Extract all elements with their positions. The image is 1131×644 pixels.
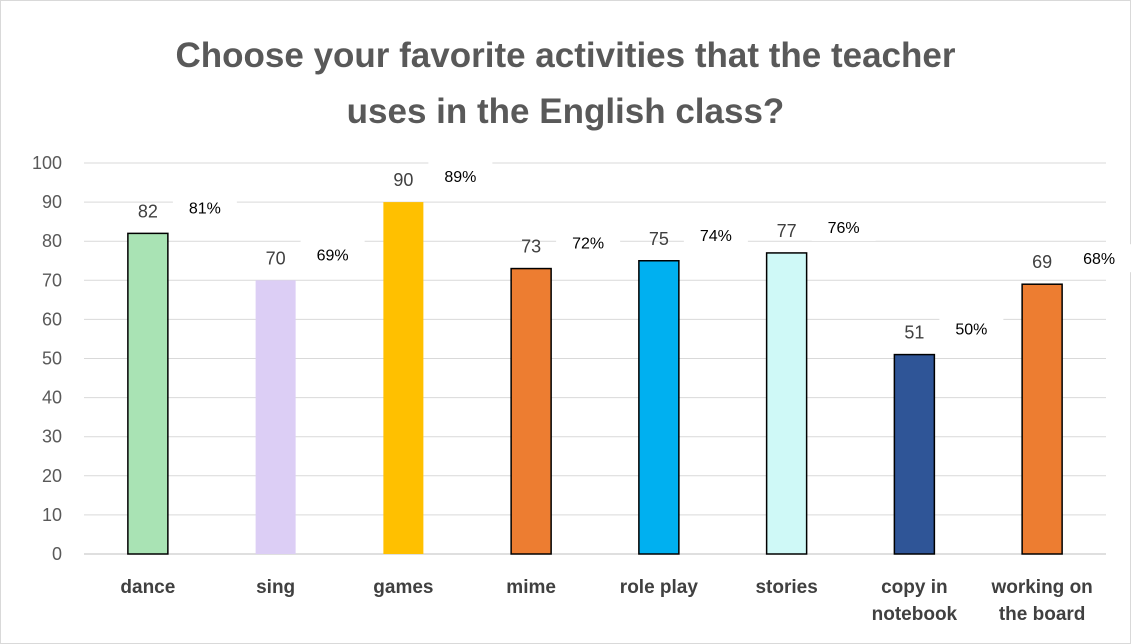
percent-label-background	[683, 220, 748, 249]
y-tick-label: 90	[42, 192, 62, 212]
category-label: dance	[120, 577, 175, 598]
chart-title: Choose your favorite activities that the…	[0, 28, 1131, 140]
value-labels: 82 70 90 73 75 77 51 69	[138, 170, 1052, 342]
percent-label-background	[1067, 244, 1131, 273]
chart-title-line-1: Choose your favorite activities that the…	[175, 36, 956, 75]
percent-label-background	[172, 193, 237, 222]
y-tick-label: 40	[42, 388, 62, 408]
percent-labels: 81% 69% 89% 72% 74% 76% 50% 68%	[172, 162, 1131, 343]
category-label: games	[373, 577, 433, 598]
value-label: 90	[393, 170, 413, 190]
category-labels: dance sing games mime role play stories copy i…	[120, 577, 1092, 625]
percent-label: 68%	[1083, 251, 1115, 268]
percent-label-background	[811, 212, 876, 241]
percent-label: 76%	[828, 220, 860, 237]
y-tick-label: 20	[42, 466, 62, 486]
value-label: 73	[521, 237, 541, 257]
y-tick-label: 70	[42, 270, 62, 290]
category-label: sing	[256, 577, 295, 598]
category-label: the board	[999, 604, 1086, 625]
value-label: 77	[777, 221, 797, 241]
bar	[255, 280, 296, 554]
bar	[127, 232, 169, 555]
percent-label: 69%	[317, 247, 349, 264]
y-tick-label: 30	[42, 427, 62, 447]
y-tick-label: 0	[52, 544, 62, 564]
percent-label-background	[428, 162, 493, 191]
category-label: mime	[506, 577, 556, 598]
percent-label-background	[939, 314, 1004, 343]
percent-label: 81%	[189, 200, 221, 217]
percent-label: 74%	[700, 228, 732, 245]
bar	[383, 202, 424, 554]
y-tick-label: 50	[42, 349, 62, 369]
category-label: copy in	[881, 577, 948, 598]
y-tick-label: 60	[42, 309, 62, 329]
y-tick-label: 80	[42, 231, 62, 251]
bar	[638, 260, 680, 555]
percent-label-background	[556, 228, 621, 257]
y-axis-ticks: 0 10 20 30 40 50 60 70 80 90 100	[32, 153, 62, 564]
category-label: role play	[620, 577, 699, 598]
category-label: working on	[990, 577, 1092, 598]
gridlines	[84, 162, 1106, 555]
value-label: 75	[649, 229, 669, 249]
value-label: 69	[1032, 252, 1052, 272]
value-label: 82	[138, 201, 158, 221]
bar	[1021, 283, 1063, 555]
value-label: 70	[266, 248, 286, 268]
value-label: 51	[904, 323, 924, 343]
percent-label: 72%	[572, 236, 604, 253]
bar	[893, 353, 936, 555]
percent-label-background	[300, 240, 365, 269]
bars	[127, 202, 1063, 555]
bar	[765, 252, 808, 555]
y-tick-label: 10	[42, 505, 62, 525]
chart-title-line-2: uses in the English class?	[346, 92, 785, 131]
y-tick-label: 100	[32, 153, 62, 173]
percent-label: 89%	[444, 169, 476, 186]
bar	[510, 267, 552, 555]
category-label: notebook	[872, 604, 958, 625]
category-label: stories	[755, 577, 817, 598]
percent-label: 50%	[955, 322, 987, 339]
